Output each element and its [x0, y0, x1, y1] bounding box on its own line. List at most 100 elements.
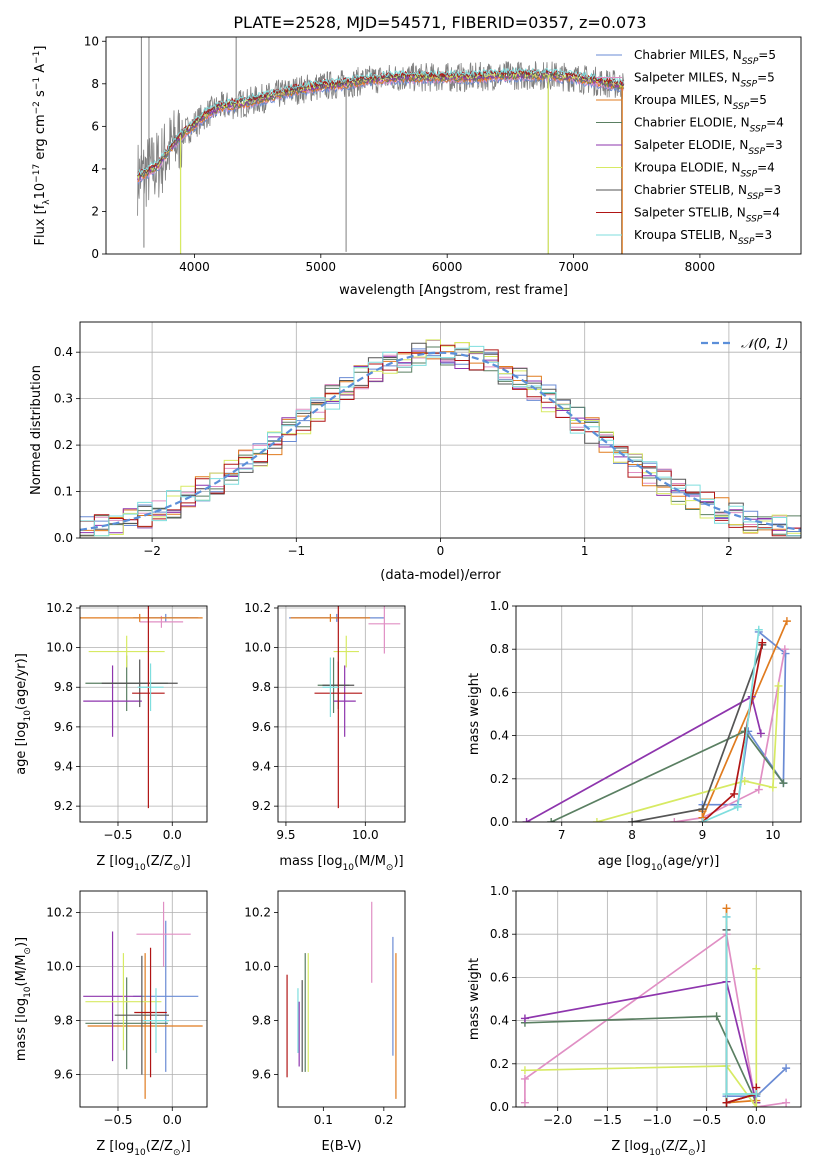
- weight-marker-salpeter_miles: [520, 1074, 529, 1083]
- x-tick-label: 10: [765, 828, 780, 842]
- y-tick-label: 0.4: [490, 729, 509, 743]
- y-tick-label: 10: [84, 34, 99, 48]
- weight-marker-kroupa_miles: [782, 617, 791, 626]
- weight-marker-chabrier_elodie: [547, 818, 556, 822]
- weight-marker-kroupa_elodie: [592, 818, 601, 822]
- y-axis-label: age [log10(age/yr)]: [14, 653, 33, 775]
- y-tick-label: 0.3: [54, 392, 73, 406]
- y-tick-label: 0.2: [490, 772, 509, 786]
- weight-marker-salpeter_stelib: [730, 789, 739, 798]
- x-tick-label: −0.5: [103, 828, 132, 842]
- y-axis-label: Flux [fλ10−17 erg cm−2 s−1 A−1]: [32, 46, 52, 246]
- x-tick-label: −1: [287, 544, 305, 558]
- weight-marker-kroupa_elodie: [768, 783, 777, 792]
- weight-marker-chabrier_elodie: [712, 1012, 721, 1021]
- x-tick-label: −1.5: [593, 1113, 622, 1127]
- x-tick-label: 4000: [179, 260, 210, 274]
- y-axis-label: mass weight: [467, 958, 482, 1040]
- age-vs-Z-panel: −0.5 0.0 9.2 9.4 9.6 9.8 10.0 10.2 Z [log10(Z/Z⊙…: [14, 601, 208, 873]
- y-tick-label: 9.6: [54, 720, 73, 734]
- x-tick-label: 8000: [685, 260, 716, 274]
- x-tick-label: 0.1: [314, 1113, 333, 1127]
- y-tick-label: 9.2: [252, 799, 271, 813]
- axes-frame: [277, 605, 406, 823]
- y-tick-label: 4: [91, 162, 99, 176]
- legend-label: Salpeter STELIB, NSSP=4: [634, 206, 780, 225]
- axes-frame: [277, 890, 406, 1108]
- axes-frame: [79, 321, 802, 539]
- x-axis-label: (data-model)/error: [380, 568, 501, 583]
- weight-marker-kroupa_miles: [722, 904, 731, 913]
- x-tick-label: 9: [699, 828, 707, 842]
- x-tick-label: 1: [581, 544, 589, 558]
- mass-vs-ebv-marks: [286, 901, 397, 1099]
- spectrum-series-group: [137, 37, 625, 254]
- x-tick-label: −0.5: [103, 1113, 132, 1127]
- y-tick-label: 0.6: [490, 970, 509, 984]
- x-tick-label: 10.0: [352, 828, 379, 842]
- spectrum-model-kroupa_elodie: [137, 70, 625, 180]
- x-axis-label: Z [log10(Z/Z⊙)]: [96, 1139, 190, 1158]
- x-tick-label: −2: [143, 544, 161, 558]
- x-tick-label: 0.2: [374, 1113, 393, 1127]
- y-tick-label: 9.8: [252, 680, 271, 694]
- y-tick-label: 9.6: [54, 1068, 73, 1082]
- hist-series-group: [80, 339, 801, 537]
- y-tick-label: 9.8: [54, 1014, 73, 1028]
- spectrum-panel: 4000 5000 6000 7000 8000 0 2 4 6 8 10 Chabrier MILE…: [32, 34, 802, 298]
- y-tick-label: 10.0: [46, 960, 73, 974]
- y-tick-label: 0.4: [54, 345, 73, 359]
- x-axis-label: E(B-V): [321, 1139, 361, 1154]
- y-tick-label: 8: [91, 77, 99, 91]
- y-tick-label: 0.0: [490, 1100, 509, 1114]
- axes-frame: [515, 605, 802, 823]
- x-tick-label: 9.5: [276, 828, 295, 842]
- x-axis-label: age [log10(age/yr)]: [598, 854, 720, 873]
- x-tick-label: 7: [558, 828, 566, 842]
- x-tick-label: 0.0: [163, 1113, 182, 1127]
- y-tick-label: 10.2: [244, 601, 271, 615]
- x-tick-label: −0.5: [692, 1113, 721, 1127]
- weight-line-kroupa_elodie: [524, 968, 758, 1107]
- y-tick-label: 10.2: [46, 906, 73, 920]
- x-tick-label: 6000: [432, 260, 463, 274]
- weight-marker-salpeter_miles: [782, 1098, 791, 1107]
- y-tick-label: 6: [91, 119, 99, 133]
- y-tick-label: 9.6: [252, 1068, 271, 1082]
- y-tick-label: 0.4: [490, 1014, 509, 1028]
- x-tick-label: −1.0: [642, 1113, 671, 1127]
- x-axis-label: mass [log10(M/M⊙)]: [279, 854, 403, 873]
- x-tick-label: −2.0: [543, 1113, 572, 1127]
- weight-marker-chabrier_elodie: [779, 779, 788, 788]
- weight-marker-salpeter_elodie: [522, 818, 531, 822]
- axes-frame: [79, 890, 208, 1108]
- weight-marker-kroupa_elodie: [520, 1066, 529, 1075]
- hist-step-chabrier_stelib: [80, 342, 801, 537]
- legend-label: Chabrier ELODIE, NSSP=4: [634, 116, 784, 135]
- weight-marker-salpeter_miles: [670, 818, 679, 822]
- y-tick-label: 9.4: [54, 760, 73, 774]
- y-tick-label: 9.2: [54, 799, 73, 813]
- y-tick-label: 0.1: [54, 485, 73, 499]
- x-tick-label: 0: [437, 544, 445, 558]
- weight-vs-Z-marks: [520, 904, 791, 1107]
- weight-marker-kroupa_elodie: [740, 776, 749, 785]
- weight-marker-kroupa_elodie: [774, 681, 783, 690]
- mass-vs-ebv-panel: 0.1 0.2 9.6 9.8 10.0 10.2 E(B-V): [244, 890, 406, 1154]
- legend-label: Kroupa MILES, NSSP=5: [634, 93, 767, 112]
- axes-frame: [105, 36, 802, 255]
- y-tick-label: 10.0: [46, 641, 73, 655]
- mass-vs-Z-panel: −0.5 0.0 9.6 9.8 10.0 10.2 Z [log10(Z/Z⊙)] mass…: [14, 890, 208, 1158]
- weight-marker-salpeter_stelib: [758, 638, 767, 647]
- weight-marker-kroupa_stelib: [733, 802, 742, 811]
- weight-marker-chabrier_stelib: [698, 805, 707, 814]
- legend-label: Kroupa STELIB, NSSP=3: [634, 228, 772, 247]
- x-tick-label: 8: [628, 828, 636, 842]
- weight-marker-kroupa_stelib: [698, 818, 707, 822]
- weight-line-kroupa_elodie: [596, 685, 780, 822]
- hist-step-kroupa_stelib: [80, 345, 801, 537]
- x-tick-label: 0.0: [163, 828, 182, 842]
- y-tick-label: 0.2: [490, 1057, 509, 1071]
